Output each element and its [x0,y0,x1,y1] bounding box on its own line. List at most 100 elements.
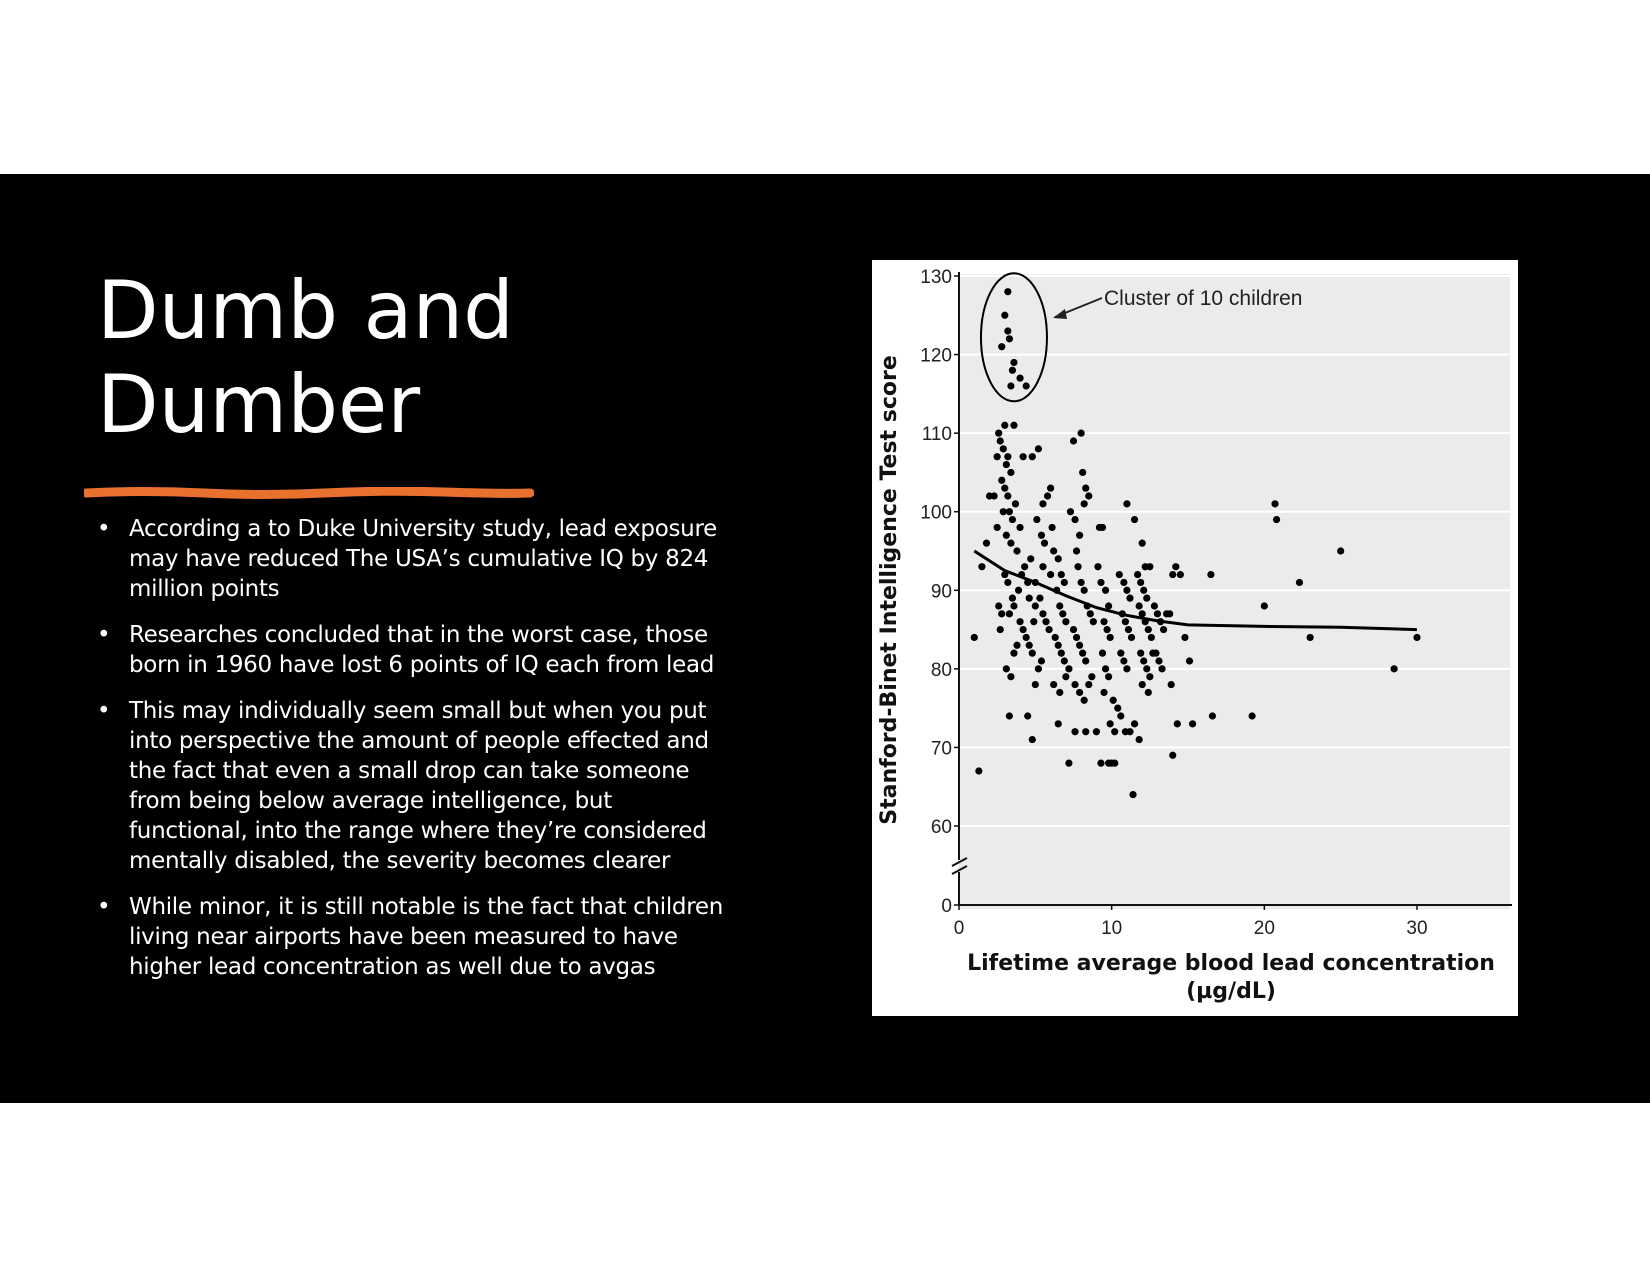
data-point [1074,563,1082,571]
data-point [1092,728,1100,736]
data-point [1173,720,1181,728]
data-point [1120,657,1128,665]
data-point [1051,633,1059,642]
data-point [1054,555,1062,563]
data-point [1060,578,1068,587]
data-point [993,453,1001,461]
data-point [1004,453,1012,461]
data-point [1005,712,1013,720]
cluster-ellipse [979,272,1048,403]
data-point [1077,578,1085,587]
y-axis-label: Stanford-Binet Intelligence Test score [877,355,902,825]
x-tick-label: 20 [1254,918,1275,939]
data-point [1001,484,1009,492]
data-point [1150,602,1159,610]
data-point [1071,728,1079,736]
bullet-text: Researches concluded that in the worst c… [129,622,715,678]
data-point [1007,468,1015,477]
data-point [1208,712,1217,720]
data-point [999,445,1007,453]
data-point [1135,602,1143,610]
data-point [1043,492,1052,500]
data-point [1085,492,1093,500]
data-point [1065,759,1073,767]
data-point [1010,649,1018,657]
data-point [1005,610,1013,618]
data-point [1129,790,1137,799]
data-point [1016,618,1024,626]
y-tick-label: 130 [920,267,952,288]
data-point [1127,633,1136,642]
data-point [1105,602,1113,610]
data-point [1079,468,1087,477]
data-point [1117,649,1125,657]
data-point [1100,618,1108,626]
data-point [1124,625,1133,634]
data-point [1001,421,1009,429]
data-point [1086,610,1094,618]
data-point [1080,696,1088,704]
data-point [990,492,998,500]
y-tick-label: 90 [931,581,952,602]
data-point [1100,688,1108,697]
data-point [1004,492,1012,500]
data-point [1098,649,1107,657]
data-point [1066,508,1075,516]
data-point [1413,633,1421,642]
data-point [1188,720,1197,728]
data-point [998,476,1006,484]
data-point [1207,570,1215,579]
bullet-list: • According a to Duke University study, l… [97,514,737,998]
x-tick-label: 10 [1101,918,1122,939]
data-point [1082,728,1090,736]
bullet-marker: • [97,698,111,724]
data-point [1260,602,1268,610]
y-tick-label: 70 [931,738,952,759]
data-point [1337,547,1345,555]
data-point [1167,680,1175,689]
data-point [1054,720,1062,728]
data-point [1130,515,1139,524]
data-point [1097,578,1105,587]
y-tick-label: 120 [920,346,952,367]
data-point [1137,578,1145,587]
data-point [1028,649,1036,657]
bullet-marker: • [97,894,111,920]
data-point [1072,633,1081,642]
data-point [1101,665,1110,673]
scatter-chart: 0 60 70 80 90 100 110 120 130 0 10 20 30 Cluster of … [872,260,1518,1016]
data-point [1007,539,1015,547]
data-point [1028,453,1036,461]
data-point [1025,641,1033,649]
data-point [975,767,983,775]
data-point [1004,578,1012,587]
data-point [1008,594,1017,602]
title-underline [84,487,534,499]
data-point [1271,500,1279,508]
data-point [995,429,1003,437]
data-point [1021,563,1029,571]
data-point [1022,633,1030,642]
data-point [1097,759,1105,767]
bullet-text: According a to Duke University study, le… [129,516,717,602]
data-point [1295,578,1304,587]
y-tick-label: 60 [931,817,952,838]
data-point [1034,665,1042,673]
data-point [1176,570,1184,579]
data-point [1082,657,1090,665]
data-point [1080,586,1088,594]
data-point [1306,633,1314,642]
data-point [1155,657,1163,665]
annotation-arrowhead [1053,309,1067,319]
data-point [1047,570,1055,579]
data-point [1146,673,1154,681]
x-tick-label: 0 [954,918,965,939]
data-point [1146,563,1154,571]
data-point [1031,680,1039,689]
data-point [1272,515,1281,524]
bullet-text: While minor, it is still notable is the … [129,894,723,980]
data-point [1172,563,1180,571]
data-point [1123,665,1131,673]
data-point [1076,531,1084,539]
data-point [978,563,986,571]
